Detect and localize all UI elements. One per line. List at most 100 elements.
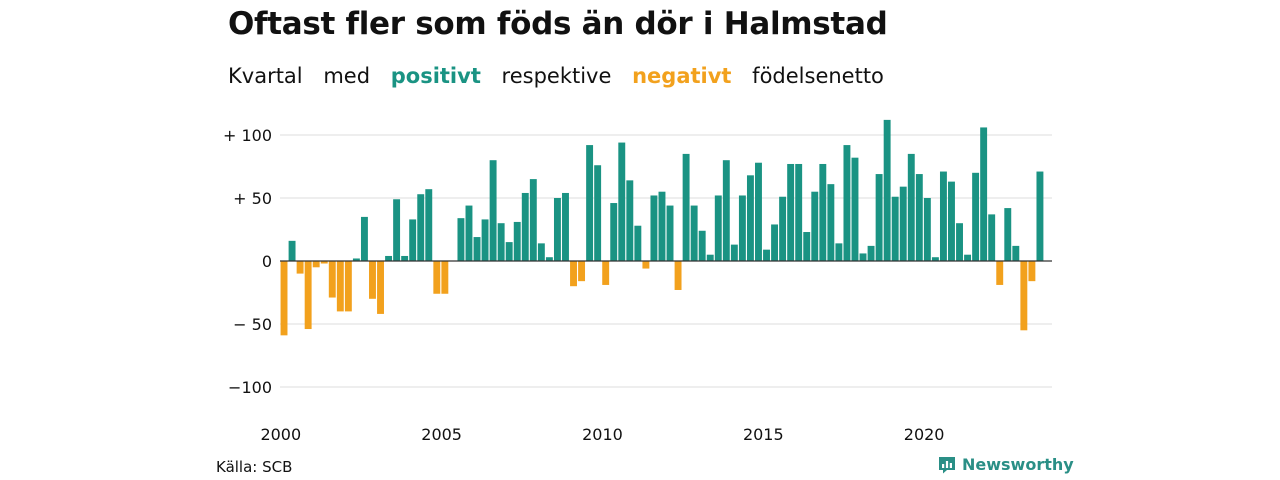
bar — [859, 253, 867, 261]
bar — [875, 174, 883, 261]
bar — [851, 157, 859, 261]
bar — [425, 189, 433, 261]
bar — [594, 165, 602, 261]
bar — [578, 261, 586, 282]
bar — [730, 244, 738, 261]
brand-name: Newsworthy — [962, 455, 1074, 474]
bar — [497, 223, 505, 261]
bar — [835, 243, 843, 261]
bar — [923, 198, 931, 261]
bar — [795, 163, 803, 261]
bar — [473, 237, 481, 261]
bar — [1036, 171, 1044, 261]
bar — [562, 192, 569, 261]
bar — [714, 195, 722, 261]
bar — [634, 225, 642, 261]
bar — [602, 261, 610, 285]
bar — [328, 261, 336, 298]
bar — [674, 261, 682, 290]
bar — [409, 219, 417, 261]
bar — [529, 179, 537, 261]
bar — [304, 261, 312, 330]
subtitle-word-kvartal: Kvartal — [228, 64, 303, 88]
bar — [931, 257, 939, 261]
bar — [980, 127, 988, 261]
bar — [570, 261, 577, 287]
bar — [360, 216, 368, 261]
subtitle-word-med: med — [323, 64, 371, 88]
subtitle-word-fodelsenetto: födelsenetto — [752, 64, 884, 88]
bar — [746, 175, 754, 261]
x-tick-label: 2000 — [260, 425, 301, 444]
bar — [280, 261, 288, 336]
bar — [915, 174, 923, 261]
bar — [288, 240, 296, 261]
x-tick-label: 2005 — [421, 425, 462, 444]
bar — [948, 181, 955, 261]
bar — [642, 261, 650, 269]
bar — [626, 180, 634, 261]
bar — [771, 224, 779, 261]
bar — [320, 261, 328, 264]
bar — [610, 203, 618, 261]
bar — [867, 245, 875, 261]
bar — [907, 153, 915, 261]
bar — [803, 232, 811, 261]
bar — [996, 261, 1004, 285]
bar — [553, 198, 561, 261]
bar — [706, 254, 714, 261]
bar — [1020, 261, 1028, 331]
bar — [377, 261, 384, 314]
bar — [545, 257, 553, 261]
bar — [658, 191, 666, 261]
subtitle-word-respektive: respektive — [501, 64, 612, 88]
bar — [666, 205, 674, 261]
bar — [883, 119, 891, 261]
bar — [537, 243, 545, 261]
bar — [336, 261, 344, 312]
bar — [811, 191, 819, 261]
bar — [1012, 245, 1020, 261]
bar — [738, 195, 746, 261]
bar — [481, 219, 489, 261]
y-tick-label: − 50 — [233, 315, 272, 334]
bar — [964, 254, 972, 261]
bar — [521, 192, 529, 261]
bar — [779, 196, 787, 261]
bar — [843, 145, 851, 261]
y-tick-label: −100 — [228, 378, 272, 397]
source-note: Källa: SCB — [216, 458, 293, 476]
bar — [956, 223, 963, 261]
bar — [457, 218, 465, 261]
y-tick-label: + 100 — [223, 126, 272, 145]
bar — [755, 162, 762, 261]
bar — [618, 142, 626, 261]
legend-positive-label: positivt — [390, 64, 481, 88]
bar — [441, 261, 449, 294]
bar — [819, 163, 827, 261]
x-tick-label: 2015 — [743, 425, 784, 444]
bar — [722, 160, 730, 261]
bar — [972, 172, 980, 261]
bar — [369, 261, 376, 299]
bar — [787, 163, 795, 261]
x-tick-label: 2010 — [582, 425, 623, 444]
bar — [393, 199, 401, 261]
y-tick-label: + 50 — [233, 189, 272, 208]
bar — [988, 214, 996, 261]
bar — [827, 184, 835, 261]
bar — [312, 261, 320, 268]
bar — [401, 255, 409, 261]
bar — [1004, 208, 1012, 261]
bar — [939, 171, 947, 261]
bar — [505, 242, 513, 261]
bar — [1028, 261, 1036, 282]
legend-negative-label: negativt — [632, 64, 732, 88]
bar — [296, 261, 304, 274]
chart-title: Oftast fler som föds än dör i Halmstad — [228, 6, 888, 42]
newsworthy-logo-icon — [939, 456, 955, 473]
bar — [385, 255, 393, 261]
bar — [433, 261, 441, 294]
bar — [489, 160, 497, 261]
